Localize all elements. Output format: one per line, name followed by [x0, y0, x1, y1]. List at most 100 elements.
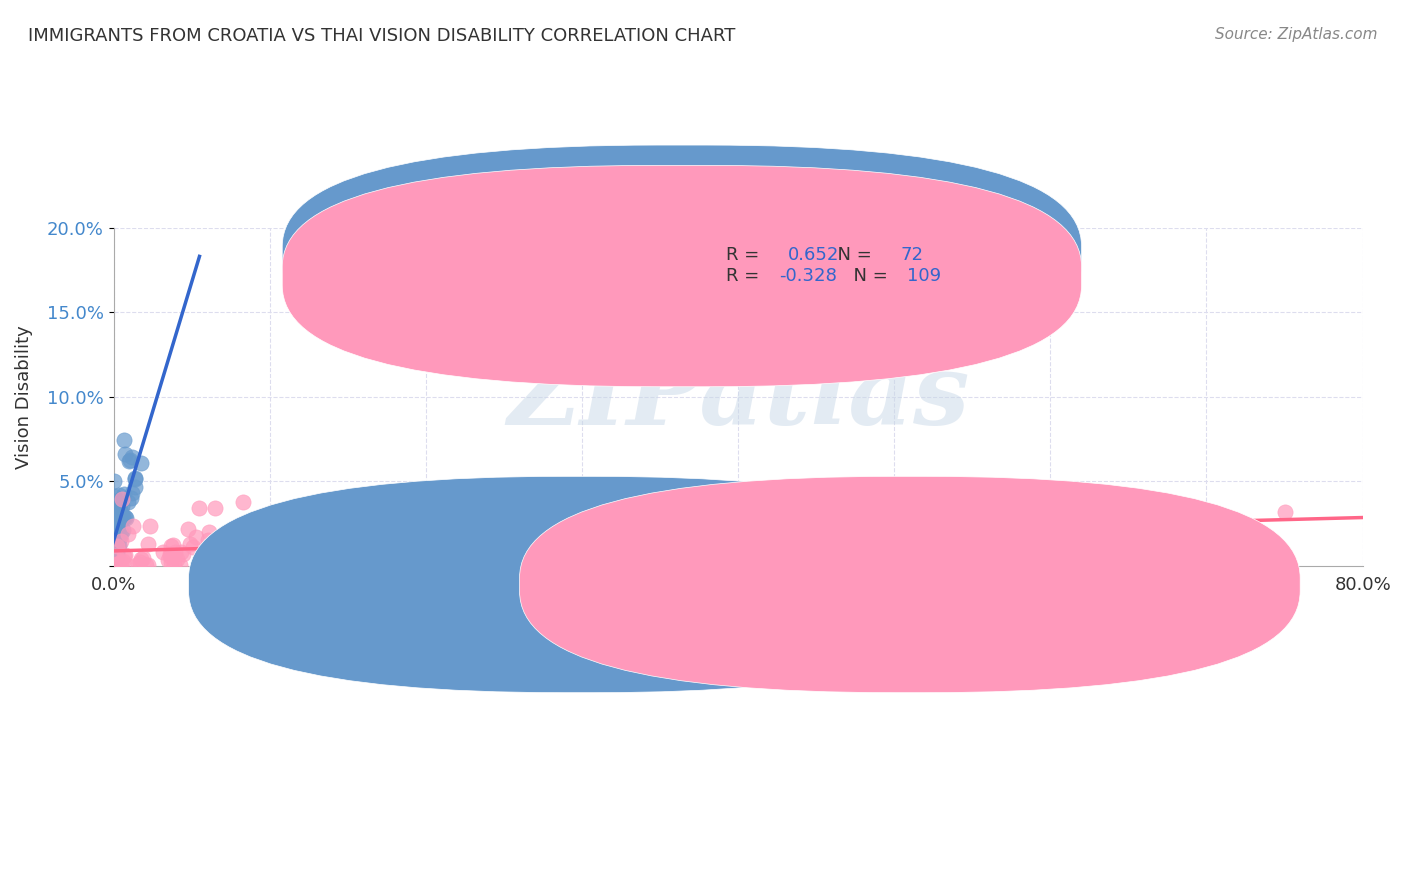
- Point: [463, 532, 485, 546]
- Text: R =: R =: [725, 246, 770, 264]
- Text: 109: 109: [907, 267, 941, 285]
- Point: [132, 550, 155, 565]
- Point: [111, 523, 134, 537]
- Point: [169, 558, 191, 572]
- Point: [105, 541, 128, 556]
- Point: [104, 536, 127, 550]
- Point: [111, 508, 134, 523]
- Point: [110, 524, 132, 539]
- Point: [108, 488, 131, 502]
- Point: [163, 545, 186, 559]
- Text: 0.0%: 0.0%: [91, 576, 136, 594]
- Point: [107, 526, 129, 541]
- Point: [1090, 518, 1112, 533]
- Point: [1070, 544, 1092, 558]
- Point: [138, 558, 160, 572]
- Point: [1080, 491, 1102, 506]
- Point: [104, 529, 127, 543]
- Point: [104, 533, 127, 547]
- Point: [659, 532, 682, 546]
- Point: [124, 471, 146, 485]
- Point: [127, 557, 149, 571]
- Point: [135, 558, 157, 572]
- Point: [283, 543, 305, 558]
- Point: [103, 497, 125, 511]
- Point: [108, 501, 131, 516]
- Point: [112, 549, 135, 564]
- Point: [965, 533, 987, 547]
- Point: [387, 528, 409, 542]
- Point: [170, 545, 193, 559]
- Point: [266, 554, 288, 568]
- Point: [107, 502, 129, 516]
- Point: [104, 497, 127, 511]
- Point: [966, 541, 988, 555]
- Point: [114, 447, 136, 461]
- FancyBboxPatch shape: [188, 476, 969, 693]
- Point: [433, 549, 456, 564]
- Point: [394, 540, 416, 554]
- Point: [537, 554, 560, 568]
- Point: [159, 549, 181, 563]
- Point: [228, 549, 250, 563]
- Point: [112, 433, 135, 447]
- Point: [197, 558, 219, 572]
- Point: [804, 552, 827, 566]
- Point: [111, 554, 134, 568]
- Text: R =: R =: [725, 267, 765, 285]
- Point: [118, 558, 141, 573]
- Point: [103, 555, 125, 569]
- Point: [121, 450, 143, 464]
- Point: [117, 526, 139, 541]
- Point: [129, 456, 152, 470]
- Point: [163, 558, 186, 572]
- Point: [754, 538, 776, 552]
- Point: [197, 533, 219, 547]
- Point: [107, 500, 129, 514]
- Point: [188, 500, 211, 515]
- Point: [1039, 511, 1062, 525]
- Point: [204, 501, 226, 516]
- Point: [124, 480, 146, 494]
- Point: [274, 557, 297, 571]
- Point: [105, 545, 128, 559]
- Point: [110, 530, 132, 544]
- Point: [121, 519, 143, 533]
- Point: [208, 552, 231, 566]
- Point: [195, 542, 218, 557]
- Point: [494, 536, 516, 550]
- Point: [159, 548, 181, 562]
- Text: 0.652: 0.652: [789, 246, 839, 264]
- Point: [205, 557, 228, 571]
- Point: [138, 537, 160, 551]
- Point: [110, 492, 132, 507]
- Point: [894, 541, 917, 555]
- Point: [1002, 532, 1025, 546]
- Point: [105, 532, 128, 546]
- Point: [197, 525, 219, 540]
- Point: [776, 552, 799, 566]
- Text: IMMIGRANTS FROM CROATIA VS THAI VISION DISABILITY CORRELATION CHART: IMMIGRANTS FROM CROATIA VS THAI VISION D…: [28, 27, 735, 45]
- Point: [105, 549, 128, 563]
- Point: [104, 537, 127, 551]
- Point: [602, 516, 624, 530]
- Point: [571, 511, 593, 525]
- Point: [350, 529, 373, 543]
- Point: [104, 545, 127, 559]
- Point: [117, 495, 139, 509]
- Point: [177, 522, 200, 536]
- Text: N =: N =: [825, 246, 883, 264]
- Point: [478, 546, 501, 560]
- Point: [294, 538, 316, 552]
- Point: [742, 545, 765, 559]
- Point: [492, 500, 515, 514]
- Point: [718, 507, 741, 521]
- Point: [108, 529, 131, 543]
- Point: [104, 544, 127, 558]
- Point: [1057, 516, 1080, 531]
- Point: [330, 519, 353, 533]
- Point: [107, 511, 129, 525]
- Point: [762, 530, 785, 544]
- Point: [107, 526, 129, 541]
- Text: ZIPatlas: ZIPatlas: [508, 349, 969, 445]
